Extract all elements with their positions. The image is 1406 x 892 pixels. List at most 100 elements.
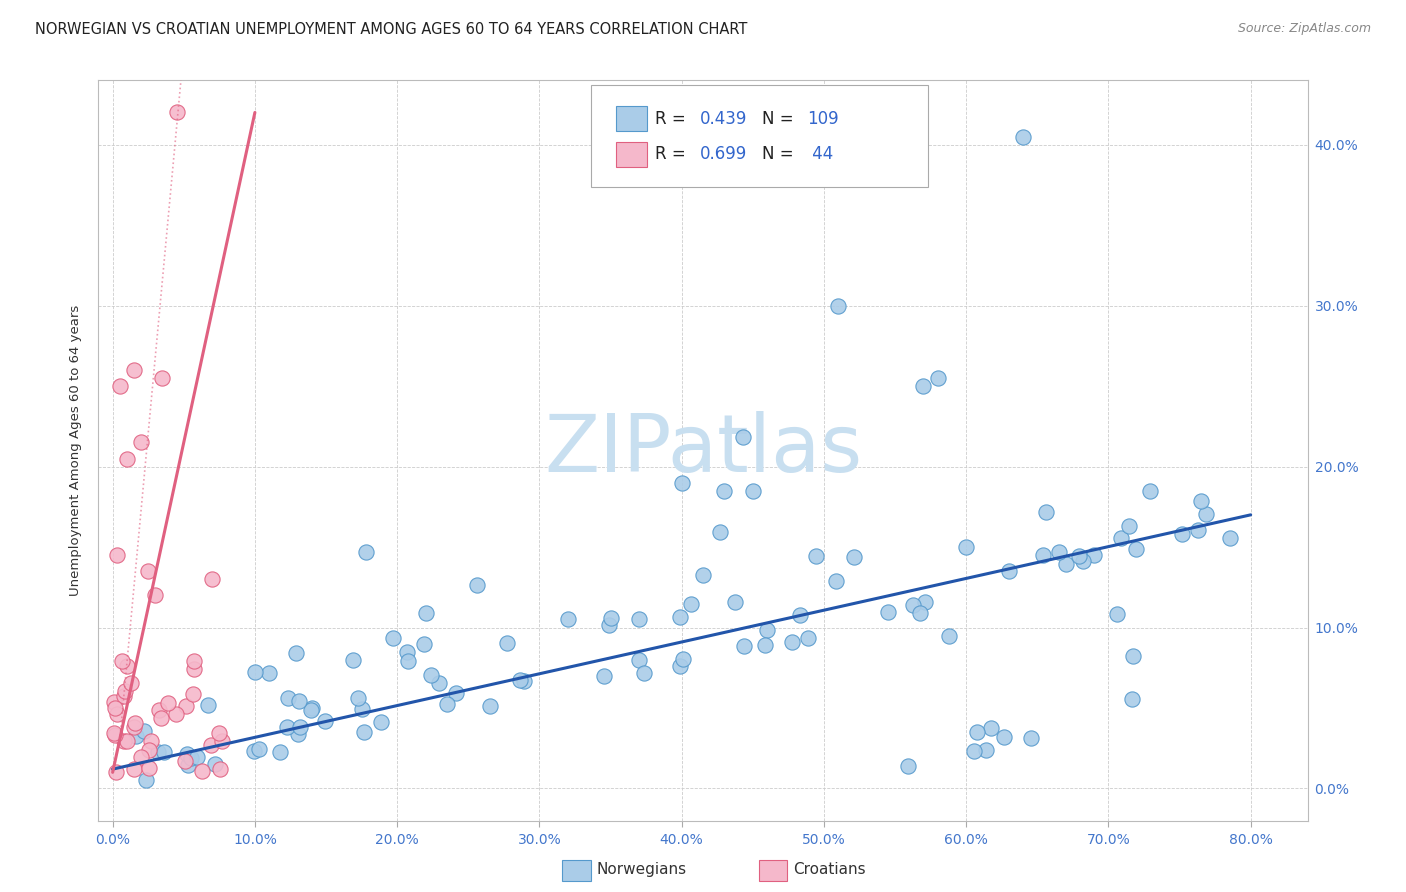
Point	[132, 723, 155, 738]
Point	[897, 759, 920, 773]
Point	[105, 706, 128, 721]
Point	[242, 744, 264, 758]
Y-axis label: Unemployment Among Ages 60 to 64 years: Unemployment Among Ages 60 to 64 years	[69, 305, 83, 596]
Point	[669, 658, 692, 673]
Point	[204, 756, 226, 771]
Point	[755, 623, 778, 637]
Point	[467, 578, 489, 592]
Text: R =: R =	[655, 145, 692, 163]
Point	[141, 734, 163, 748]
Point	[112, 733, 135, 747]
Point	[557, 612, 579, 626]
Point	[120, 676, 142, 690]
Point	[165, 706, 187, 721]
Point	[104, 700, 127, 714]
Point	[257, 666, 280, 681]
Point	[513, 674, 536, 689]
Point	[1125, 542, 1147, 557]
Point	[966, 725, 988, 739]
Point	[1019, 731, 1042, 745]
Point	[436, 698, 458, 712]
Point	[1054, 558, 1077, 572]
Point	[797, 632, 820, 646]
Point	[998, 564, 1021, 578]
Text: 0.439: 0.439	[700, 110, 748, 128]
Point	[713, 483, 735, 498]
Point	[135, 773, 157, 788]
Point	[938, 629, 960, 643]
Point	[350, 701, 373, 715]
Point	[247, 742, 270, 756]
Point	[901, 598, 924, 612]
Point	[1121, 648, 1143, 663]
Point	[963, 744, 986, 758]
Point	[927, 371, 949, 385]
Point	[806, 549, 828, 563]
Point	[825, 574, 848, 588]
Text: 109: 109	[807, 110, 838, 128]
Text: Norwegians: Norwegians	[596, 863, 686, 877]
Point	[138, 743, 160, 757]
Point	[201, 572, 224, 586]
Text: 0.699: 0.699	[700, 145, 748, 163]
Point	[243, 665, 266, 679]
Point	[276, 720, 298, 734]
Point	[877, 605, 900, 619]
Point	[479, 699, 502, 714]
Point	[354, 545, 377, 559]
Point	[731, 430, 754, 444]
Point	[183, 655, 205, 669]
Text: NORWEGIAN VS CROATIAN UNEMPLOYMENT AMONG AGES 60 TO 64 YEARS CORRELATION CHART: NORWEGIAN VS CROATIAN UNEMPLOYMENT AMONG…	[35, 22, 748, 37]
Point	[288, 694, 311, 708]
Point	[148, 703, 170, 717]
Point	[681, 597, 703, 611]
Text: ZIPatlas: ZIPatlas	[544, 411, 862, 490]
Point	[353, 725, 375, 739]
Point	[789, 608, 811, 623]
Point	[709, 525, 731, 540]
Point	[174, 698, 197, 713]
Point	[180, 751, 202, 765]
Point	[980, 721, 1002, 735]
Point	[173, 754, 195, 768]
Point	[993, 730, 1015, 744]
Point	[129, 750, 152, 764]
Point	[592, 668, 614, 682]
Point	[290, 720, 312, 734]
Point	[117, 734, 139, 748]
Point	[419, 668, 441, 682]
Point	[287, 726, 309, 740]
Point	[191, 764, 214, 778]
Point	[1047, 545, 1070, 559]
Point	[124, 715, 146, 730]
Text: R =: R =	[655, 110, 692, 128]
Point	[1032, 548, 1054, 562]
Point	[1071, 554, 1094, 568]
Point	[314, 714, 336, 729]
Point	[299, 703, 322, 717]
Point	[1069, 549, 1091, 564]
Text: Source: ZipAtlas.com: Source: ZipAtlas.com	[1237, 22, 1371, 36]
Point	[197, 698, 219, 713]
Text: N =: N =	[762, 110, 799, 128]
Point	[754, 638, 776, 652]
Point	[114, 683, 136, 698]
Point	[627, 612, 650, 626]
Point	[200, 738, 222, 752]
Point	[129, 435, 152, 450]
Point	[908, 607, 931, 621]
Point	[1187, 523, 1209, 537]
Point	[724, 595, 747, 609]
Point	[143, 588, 166, 602]
Point	[509, 673, 531, 688]
Point	[415, 606, 437, 620]
Point	[285, 646, 308, 660]
Point	[176, 747, 198, 761]
Point	[413, 637, 436, 651]
Point	[186, 750, 208, 764]
Point	[912, 379, 935, 393]
Point	[598, 617, 620, 632]
Point	[181, 688, 204, 702]
Point	[370, 714, 392, 729]
Point	[1219, 531, 1241, 545]
